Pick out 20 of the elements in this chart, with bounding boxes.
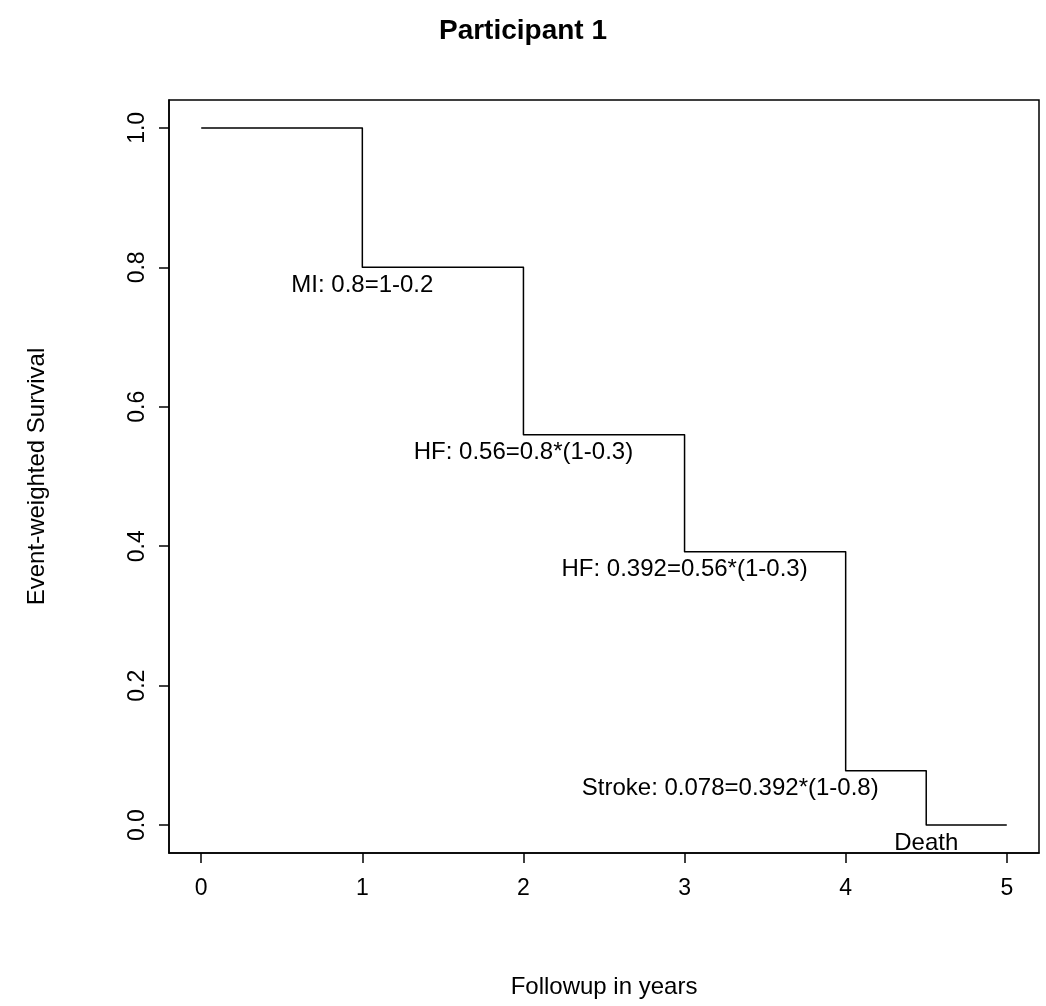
annotation: MI: 0.8=1-0.2	[291, 269, 434, 297]
y-tick-label: 0.2	[122, 669, 149, 702]
chart-title: Participant 1	[438, 13, 608, 45]
annotation: Death	[894, 827, 959, 855]
y-tick-label: 0.4	[122, 530, 149, 563]
y-tick-label: 0.0	[122, 809, 149, 842]
annotation: Stroke: 0.078=0.392*(1-0.8)	[581, 773, 879, 801]
y-tick-label: 0.8	[122, 251, 149, 284]
x-axis-title: Followup in years	[510, 971, 698, 999]
x-tick-label: 3	[678, 873, 691, 900]
x-tick-label: 4	[839, 873, 853, 900]
x-tick-label: 0	[194, 873, 208, 900]
y-axis-title: Event-weighted Survival	[21, 347, 49, 606]
x-tick-label: 5	[1000, 873, 1014, 900]
annotation: HF: 0.392=0.56*(1-0.3)	[561, 554, 808, 582]
x-tick-label: 1	[355, 873, 369, 900]
x-tick-label: 2	[517, 873, 530, 900]
y-tick-label: 1.0	[122, 111, 149, 144]
y-tick-label: 0.6	[122, 390, 149, 423]
annotation: HF: 0.56=0.8*(1-0.3)	[413, 437, 634, 465]
